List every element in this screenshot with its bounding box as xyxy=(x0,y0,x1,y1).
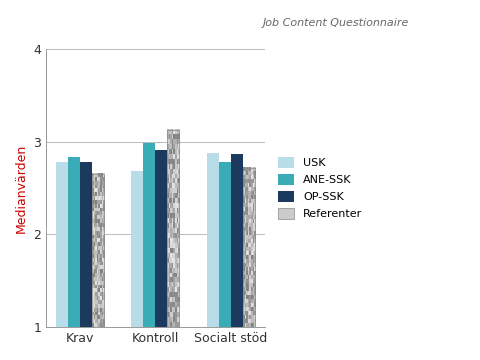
Bar xyxy=(218,162,231,327)
Bar xyxy=(168,130,180,327)
Bar xyxy=(80,162,92,327)
Bar xyxy=(243,167,255,327)
Bar xyxy=(231,154,243,327)
Y-axis label: Medianvärden: Medianvärden xyxy=(15,143,28,233)
Bar xyxy=(168,130,180,327)
Bar xyxy=(68,157,80,327)
Bar xyxy=(92,174,104,327)
Bar xyxy=(206,153,218,327)
Bar xyxy=(92,174,104,327)
Bar xyxy=(56,162,68,327)
Bar xyxy=(144,143,156,327)
Legend: USK, ANE-SSK, OP-SSK, Referenter: USK, ANE-SSK, OP-SSK, Referenter xyxy=(275,153,366,222)
Text: Job Content Questionnaire: Job Content Questionnaire xyxy=(263,18,409,28)
Bar xyxy=(132,171,144,327)
Bar xyxy=(156,150,168,327)
Bar xyxy=(243,167,255,327)
